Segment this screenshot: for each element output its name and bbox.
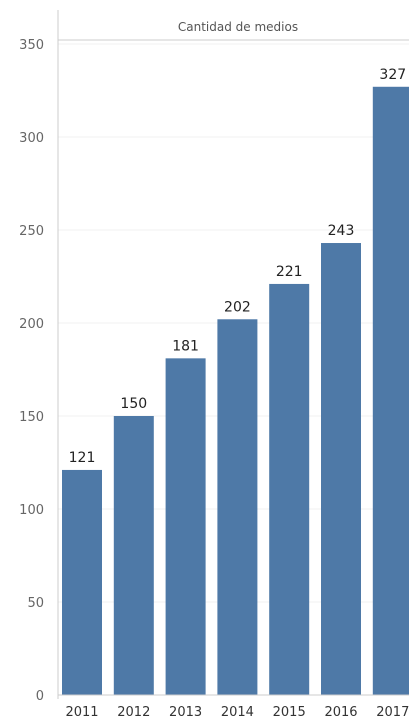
x-tick-label: 2013 [169,705,202,720]
data-labels: 121 150 181 202 221 243 327 [69,67,407,466]
x-axis-labels: 2011 2012 2013 2014 2015 2016 2017 [65,705,409,720]
y-tick-label: 150 [19,410,44,425]
data-label: 121 [69,450,96,466]
bar [372,86,409,695]
y-tick-label: 0 [36,689,44,704]
x-tick-label: 2011 [65,705,98,720]
data-label: 181 [172,338,199,354]
bar [321,243,361,695]
chart-header-title: Cantidad de medios [178,20,298,34]
x-tick-label: 2016 [324,705,357,720]
y-tick-label: 350 [19,38,44,53]
bar [62,469,102,695]
data-label: 327 [379,67,406,83]
y-tick-label: 300 [19,131,44,146]
bars [62,86,409,695]
x-tick-label: 2017 [376,705,409,720]
y-tick-label: 100 [19,503,44,518]
data-label: 202 [224,299,251,315]
bar [113,416,154,695]
data-label: 243 [328,223,355,239]
bar [269,283,310,695]
data-label: 221 [276,264,303,280]
y-tick-label: 250 [19,224,44,239]
bar [165,358,206,695]
y-tick-label: 50 [27,596,44,611]
x-tick-label: 2014 [221,705,254,720]
y-axis-ticks: 0 50 100 150 200 250 300 350 [19,38,44,704]
bar [217,319,258,695]
x-tick-label: 2012 [117,705,150,720]
y-tick-label: 200 [19,317,44,332]
data-label: 150 [120,396,147,412]
x-tick-label: 2015 [273,705,306,720]
axes [57,10,409,699]
